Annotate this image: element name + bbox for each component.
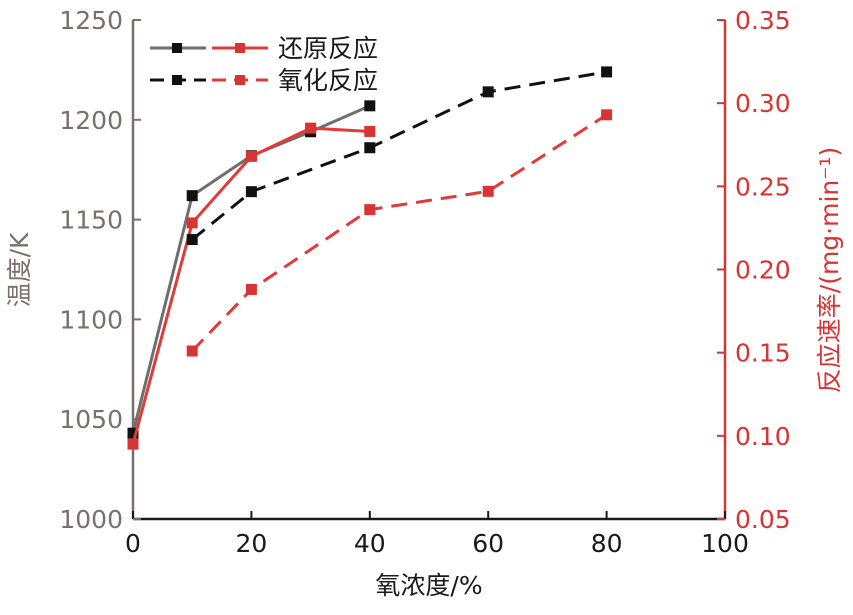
series-layer <box>127 66 613 450</box>
series-point-2 <box>601 66 613 78</box>
legend-label-reduction: 还原反应 <box>278 34 378 63</box>
right-tick-label: 0.35 <box>735 6 791 35</box>
series-point-3 <box>186 345 198 357</box>
series-point-3 <box>601 109 613 121</box>
x-tick-label: 40 <box>354 529 386 558</box>
left-tick-label: 1000 <box>59 505 123 534</box>
legend-label-oxidation: 氧化反应 <box>278 66 378 95</box>
x-tick-label: 80 <box>591 529 623 558</box>
right-tick-label: 0.05 <box>735 505 791 534</box>
legend-solid-gray-marker <box>172 43 182 53</box>
legend: 还原反应 氧化反应 <box>150 34 378 95</box>
x-tick-label: 0 <box>125 529 141 558</box>
left-tick-label: 1200 <box>59 106 123 135</box>
right-tick-label: 0.15 <box>735 339 791 368</box>
right-axis-title: 反应速率/(mg·min⁻¹) <box>815 147 844 393</box>
series-point-3 <box>482 185 494 197</box>
legend-solid-red-marker <box>235 43 245 53</box>
left-tick-label: 1100 <box>59 305 123 334</box>
legend-dashed-black-marker <box>172 75 182 85</box>
right-tick-label: 0.10 <box>735 422 791 451</box>
series-point-1 <box>127 438 139 450</box>
left-axis-title: 温度/K <box>5 232 34 307</box>
x-axis-ticks: 0 20 40 60 80 100 <box>125 511 749 558</box>
series-point-1 <box>245 150 257 162</box>
series-point-1 <box>305 122 317 134</box>
series-point-2 <box>482 86 494 98</box>
series-point-0 <box>186 190 198 202</box>
right-tick-label: 0.20 <box>735 256 791 285</box>
series-point-3 <box>364 204 376 216</box>
x-axis-title: 氧浓度/% <box>375 571 482 600</box>
left-tick-label: 1250 <box>59 6 123 35</box>
left-tick-label: 1150 <box>59 206 123 235</box>
x-tick-label: 100 <box>701 529 749 558</box>
right-tick-label: 0.25 <box>735 172 791 201</box>
left-tick-label: 1050 <box>59 405 123 434</box>
series-point-2 <box>186 234 198 246</box>
right-tick-label: 0.30 <box>735 89 791 118</box>
series-point-2 <box>364 142 376 154</box>
right-axis-ticks: 0.05 0.10 0.15 0.20 0.25 0.30 0.35 <box>717 6 791 534</box>
series-point-0 <box>364 100 376 112</box>
series-point-3 <box>245 283 257 295</box>
legend-dashed-red-marker <box>235 75 245 85</box>
series-point-1 <box>364 125 376 137</box>
x-tick-label: 20 <box>235 529 267 558</box>
left-axis-ticks: 1000 1050 1100 1150 1200 1250 <box>59 6 141 534</box>
series-point-1 <box>186 217 198 229</box>
x-tick-label: 60 <box>472 529 504 558</box>
series-point-2 <box>245 186 257 198</box>
series-point-0 <box>127 427 139 439</box>
